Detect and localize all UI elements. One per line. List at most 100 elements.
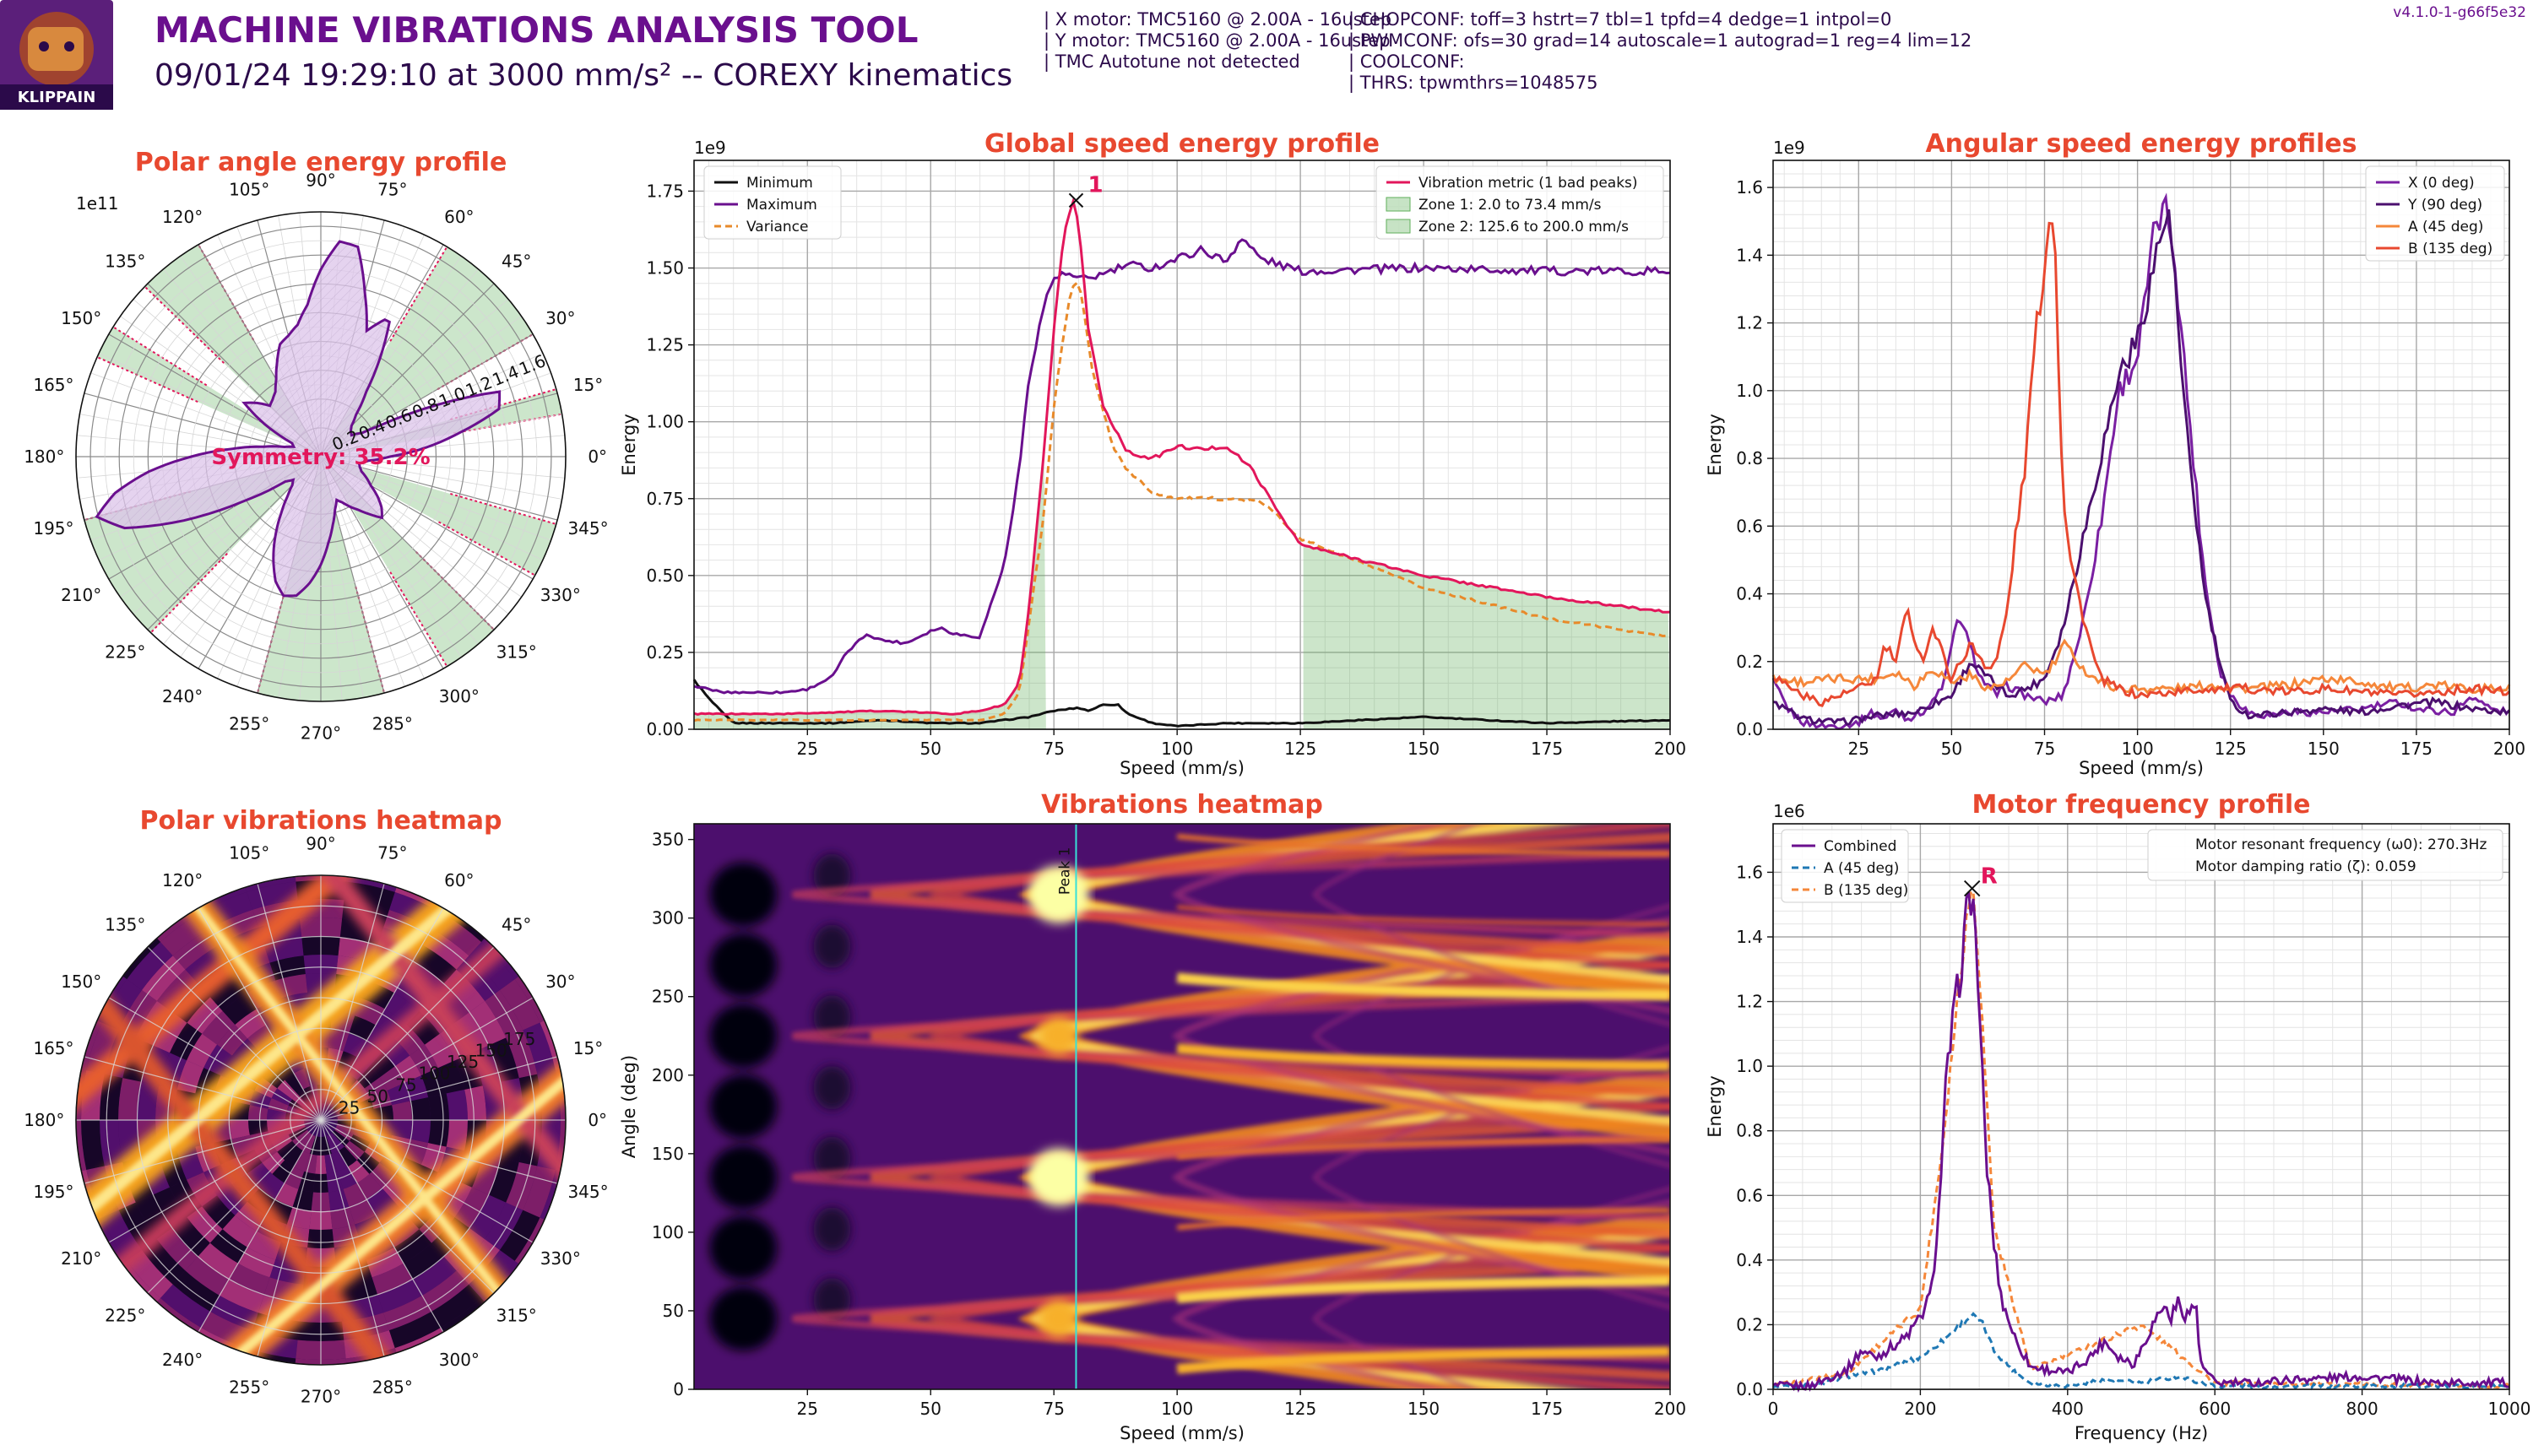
- legend-entry: Combined: [1824, 838, 1896, 855]
- global-speed-title: Global speed energy profile: [984, 129, 1380, 159]
- heat-cell: [210, 1295, 258, 1331]
- x-axis-label: Speed (mm/s): [1120, 1423, 1245, 1443]
- angle-tick-label: 330°: [540, 1248, 581, 1269]
- heat-cell: [366, 1188, 394, 1215]
- x-tick-label: 400: [2052, 1399, 2084, 1419]
- heat-band: [76, 875, 539, 1265]
- legend-entry: B (135 deg): [1824, 882, 1908, 899]
- y-tick-label: 0.2: [1736, 1314, 1763, 1334]
- angle-tick-label: 90°: [306, 833, 335, 853]
- y-axis-label: Angle (deg): [619, 1055, 639, 1158]
- heat-dark-blob: [813, 853, 851, 898]
- heat-dark-regions: [709, 853, 851, 1351]
- motor-info-line: | Y motor: TMC5160 @ 2.00A - 16ustep: [1044, 30, 1391, 51]
- heat-cell: [506, 1030, 538, 1079]
- y-tick-label: 1.6: [1736, 862, 1763, 882]
- x-tick-label: 25: [797, 739, 818, 759]
- vibrations-heatmap-chart: Peak 1 25 50 75 100 125 150 175 200 0 50 100 150 200 2…: [619, 823, 1686, 1443]
- info-line: Motor damping ratio (ζ): 0.059: [2195, 858, 2416, 875]
- angle-series-line: [1771, 638, 2511, 695]
- angle-tick-label: 300°: [439, 1350, 480, 1370]
- angle-tick-label: 60°: [444, 870, 474, 890]
- heat-cell: [388, 1311, 441, 1349]
- heat-dark-blob: [813, 1136, 851, 1181]
- logo-text: KLIPPAIN: [18, 89, 96, 106]
- radial-tick-label: 125: [447, 1052, 479, 1072]
- heat-cell: [294, 1358, 348, 1365]
- heat-cell: [235, 1201, 266, 1231]
- heat-cell: [369, 1162, 395, 1188]
- heat-cell: [217, 1184, 248, 1215]
- global-speed-chart: 125 50 75 100 125 150 175 2000.000.250.500.751.…: [619, 138, 1686, 778]
- legend-entry: Zone 1: 2.0 to 73.4 mm/s: [1418, 197, 1602, 214]
- angle-tick-label: 165°: [33, 375, 73, 395]
- heat-cell: [277, 1080, 297, 1100]
- heat-dark-blob: [709, 1145, 778, 1210]
- y-tick-label: 0.4: [1736, 1250, 1763, 1270]
- angular-speed-title: Angular speed energy profiles: [1925, 129, 2357, 159]
- x-tick-label: 150: [1408, 1399, 1440, 1419]
- angle-tick-label: 45°: [502, 914, 531, 934]
- vibrations-heatmap-title: Vibrations heatmap: [1041, 790, 1323, 820]
- heat-cell: [404, 1242, 444, 1280]
- angle-tick-label: 270°: [301, 723, 341, 744]
- heat-cell: [392, 1101, 412, 1120]
- heat-band: [76, 875, 510, 1365]
- heat-dark-blob: [709, 1004, 778, 1069]
- heat-cell: [331, 1150, 348, 1172]
- y-tick-label: 0.50: [646, 566, 684, 586]
- peak-marker: [1068, 192, 1084, 208]
- zone-edge-line: [144, 285, 225, 364]
- energy-curve: [95, 240, 502, 598]
- heat-horizontal-band: [1176, 1043, 1670, 1071]
- heat-arc: [925, 1101, 1670, 1253]
- x-tick-label: 100: [2122, 739, 2154, 759]
- radial-grid-circle: [167, 966, 475, 1274]
- legend-box: [703, 165, 842, 240]
- angle-tick-label: 90°: [306, 170, 335, 190]
- heat-cell: [248, 1105, 268, 1120]
- polar-frame: [75, 874, 567, 1366]
- legend-box: [1781, 829, 1909, 903]
- heat-arc: [870, 1256, 1670, 1382]
- radial-grid-circle: [290, 1089, 352, 1151]
- angle-tick-label: 30°: [545, 308, 575, 328]
- motor-frequency-title: Motor frequency profile: [1972, 790, 2311, 820]
- heat-cell: [372, 1263, 413, 1296]
- heat-arc: [925, 961, 1670, 1112]
- legend-entry: Variance: [746, 219, 808, 235]
- heat-cell: [506, 1161, 538, 1210]
- heat-cell: [285, 1073, 303, 1094]
- series-line-vibration: [693, 196, 1671, 716]
- heat-cell: [185, 1257, 229, 1296]
- x-tick-label: 75: [1043, 1399, 1064, 1419]
- legend-zone-swatch: [1386, 219, 1411, 234]
- heat-cell: [267, 1108, 286, 1120]
- heat-arc: [925, 1243, 1670, 1389]
- y-tick-label: 150: [652, 1144, 684, 1164]
- heat-cell: [383, 1295, 431, 1331]
- driver-info: | CHOPCONF: toff=3 hstrt=7 tbl=1 tpfd=4 …: [1348, 9, 1972, 94]
- legend-right: Vibration metric (1 bad peaks) Zone 1: 2.…: [1375, 165, 1664, 240]
- header: KLIPPAIN MACHINE VIBRATIONS ANALYSIS TOO…: [0, 0, 2526, 110]
- heat-cell: [187, 1206, 223, 1243]
- radial-tick-label: 150: [475, 1041, 507, 1061]
- x-tick-label: 75: [1043, 739, 1064, 759]
- heat-arc: [1171, 1199, 1670, 1389]
- heat-cell: [202, 1010, 236, 1045]
- angle-tick-label: 195°: [33, 1182, 73, 1202]
- heat-cell: [339, 1146, 357, 1167]
- zone-edge-line: [438, 521, 536, 576]
- legend-entry: Maximum: [746, 197, 817, 214]
- y-tick-label: 1.0: [1736, 381, 1763, 401]
- x-tick-label: 200: [2493, 739, 2525, 759]
- heat-cell: [220, 1279, 264, 1313]
- angle-tick-label: 330°: [540, 585, 581, 605]
- heat-cell: [292, 1129, 310, 1147]
- y-tick-label: 0.6: [1736, 516, 1763, 536]
- heat-cell: [176, 1060, 204, 1094]
- radial-tick-label: 175: [503, 1029, 535, 1049]
- heat-cell: [172, 1270, 220, 1312]
- x-tick-label: 200: [1904, 1399, 1936, 1419]
